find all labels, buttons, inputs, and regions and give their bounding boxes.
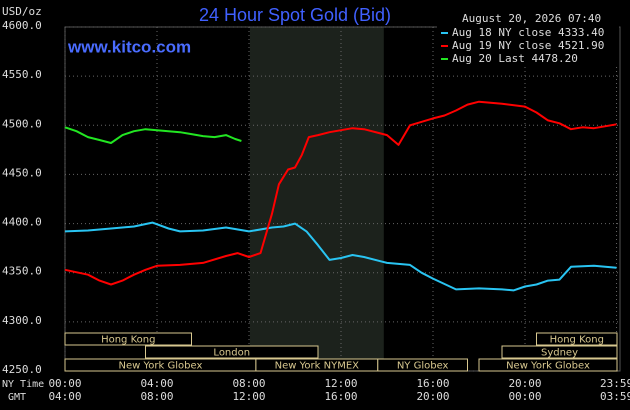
session-label: New York Globex [119, 361, 203, 372]
y-tick-label: 4300.0 [2, 314, 42, 327]
y-tick-label: 4600.0 [2, 19, 42, 32]
x-tick-label: 12:00 [324, 377, 357, 390]
session-label: New York Globex [506, 361, 590, 372]
session-label: Sydney [541, 348, 578, 359]
session-label: Hong Kong [101, 335, 155, 346]
session-label: New York NYMEX [275, 361, 360, 372]
date: August 20, 2026 07:40 [462, 12, 601, 25]
session-bar [145, 345, 319, 359]
y-tick-label: 4250.0 [2, 363, 42, 376]
x2-tick-label: 12:00 [232, 390, 265, 403]
session-bar [501, 345, 618, 359]
x-axis-label: NY Time [2, 379, 44, 390]
y-tick-label: 4400.0 [2, 216, 42, 229]
chart-title: 24 Hour Spot Gold (Bid) [199, 5, 391, 25]
subtitle: www.kitco.com [67, 37, 191, 56]
x2-tick-label: 00:00 [508, 390, 541, 403]
y-tick-label: 4450.0 [2, 166, 42, 179]
session-shade [249, 27, 384, 371]
session-bar [377, 358, 468, 372]
session-bar [478, 358, 618, 372]
x-tick-label: 16:00 [416, 377, 449, 390]
price-line [64, 100, 617, 286]
y-tick-label: 4350.0 [2, 265, 42, 278]
price-line [64, 126, 242, 144]
x2-axis-label: GMT [8, 392, 26, 403]
x-tick-label: 20:00 [508, 377, 541, 390]
x-tick-label: 00:00 [48, 377, 81, 390]
x-tick-label: 23:59 [600, 377, 630, 390]
x2-tick-label: 03:59 [600, 390, 630, 403]
y-tick-label: 4500.0 [2, 117, 42, 130]
x2-tick-label: 16:00 [324, 390, 357, 403]
legend-box [437, 26, 619, 66]
session-bar [536, 332, 618, 346]
price-line [64, 221, 617, 292]
legend-label: Aug 19 NY close 4521.90 [452, 39, 604, 52]
session-bar [64, 332, 192, 346]
session-label: London [213, 348, 250, 359]
legend-label: Aug 18 NY close 4333.40 [452, 26, 604, 39]
session-label: Hong Kong [550, 335, 604, 346]
x-tick-label: 04:00 [140, 377, 173, 390]
session-label: NY Globex [397, 361, 449, 372]
x2-tick-label: 04:00 [48, 390, 81, 403]
x2-tick-label: 08:00 [140, 390, 173, 403]
y-tick-label: 4550.0 [2, 68, 42, 81]
y-axis-label: USD/oz [2, 5, 42, 18]
x2-tick-label: 20:00 [416, 390, 449, 403]
x-tick-label: 08:00 [232, 377, 265, 390]
legend-label: Aug 20 Last 4478.20 [452, 52, 578, 65]
